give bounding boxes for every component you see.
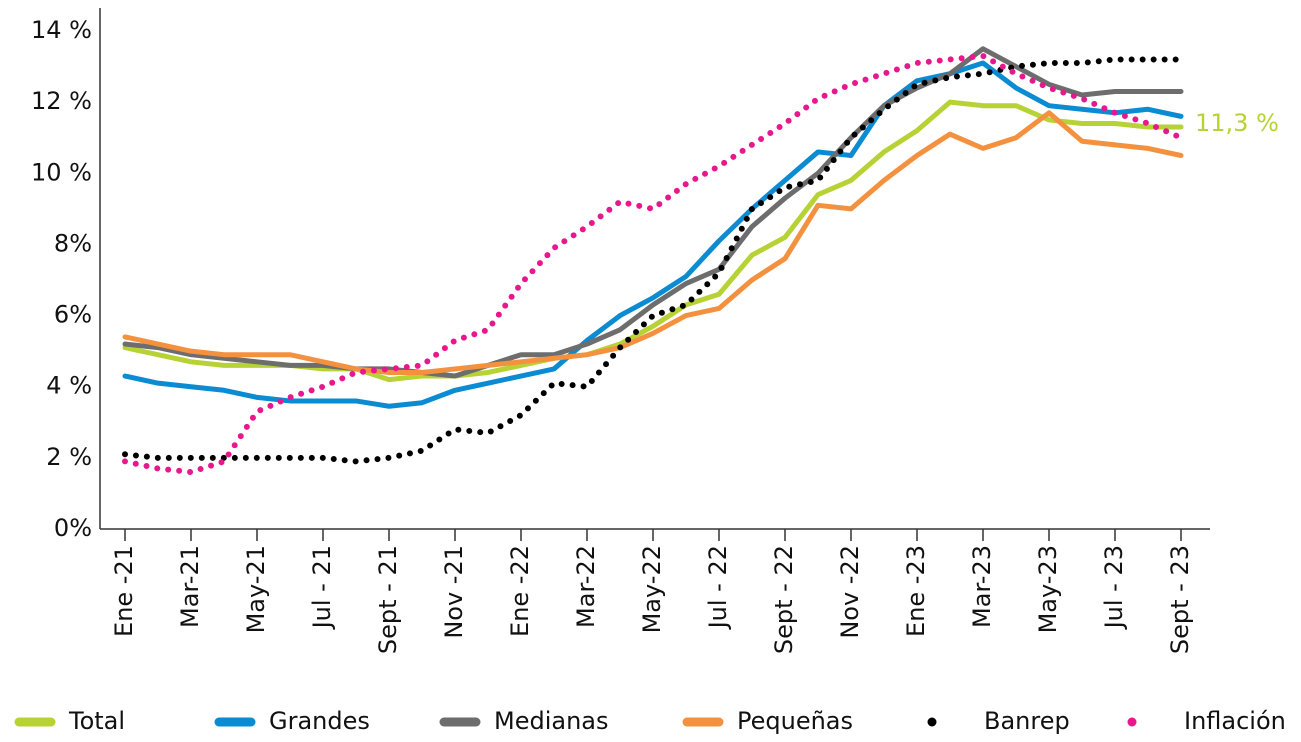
x-tick-label: Jul - 21	[308, 545, 336, 630]
x-tick-label: Mar-23	[968, 545, 996, 628]
legend-label: Total	[68, 707, 125, 735]
legend-label: Banrep	[984, 707, 1070, 735]
x-tick-label: Jul - 22	[704, 545, 732, 630]
series-line	[122, 99, 1184, 383]
legend-label: Inflación	[1184, 707, 1286, 735]
y-tick-label: 12 %	[31, 87, 92, 115]
x-tick-label: Ene -21	[110, 545, 138, 637]
series-line	[122, 46, 1184, 379]
x-tick-label: Mar-21	[176, 545, 204, 628]
x-tick-label: Nov -21	[440, 545, 468, 639]
x-tick-label: Sept - 23	[1166, 545, 1194, 654]
legend-label: Medianas	[494, 707, 609, 735]
legend-label: Pequeñas	[737, 707, 853, 735]
x-tick-label: Nov -22	[836, 545, 864, 639]
series-line	[122, 52, 1184, 476]
y-tick-label: 14 %	[31, 16, 92, 44]
x-tick-label: Sept - 21	[374, 545, 402, 654]
y-tick-label: 4 %	[46, 372, 92, 400]
y-tick-label: 6%	[54, 301, 92, 329]
y-tick-label: 10 %	[31, 158, 92, 186]
x-tick-label: Jul - 23	[1100, 545, 1128, 630]
y-tick-label: 8%	[54, 229, 92, 257]
y-tick-label: 2 %	[46, 443, 92, 471]
series-line	[122, 110, 1184, 375]
x-tick-label: May-23	[1034, 545, 1062, 633]
series-line	[122, 56, 1184, 465]
x-tick-label: Mar-22	[572, 545, 600, 628]
annotation: 11,3 %	[1195, 109, 1279, 137]
y-tick-label: 0%	[54, 514, 92, 542]
series-line	[122, 60, 1184, 409]
x-tick-label: Sept - 22	[770, 545, 798, 654]
x-tick-label: Ene -23	[902, 545, 930, 637]
x-tick-label: May-21	[242, 545, 270, 633]
x-tick-label: Ene -22	[506, 545, 534, 637]
x-tick-label: May-22	[638, 545, 666, 633]
legend-label: Grandes	[269, 707, 370, 735]
